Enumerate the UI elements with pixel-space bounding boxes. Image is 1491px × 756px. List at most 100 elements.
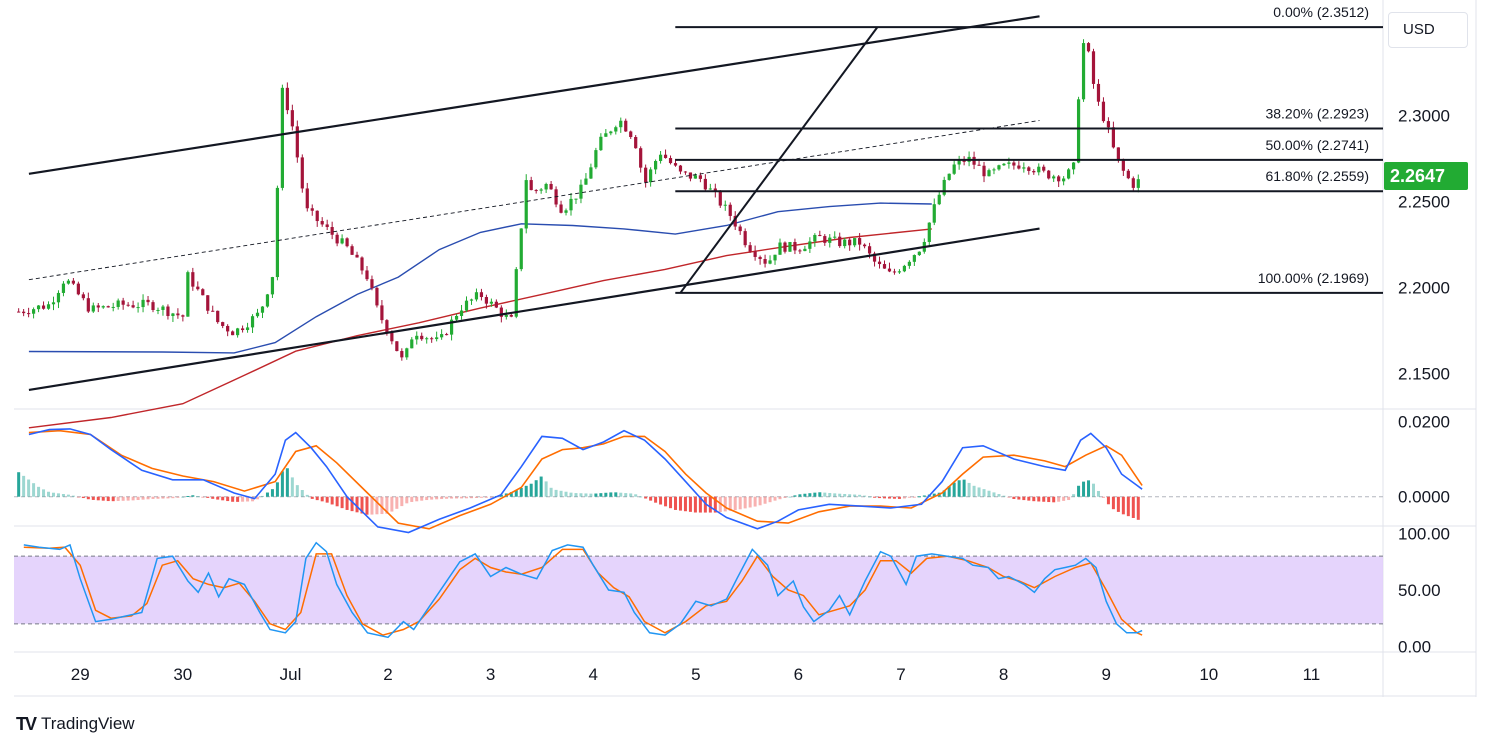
candle-up bbox=[574, 198, 578, 200]
macd-hist-bar-up bbox=[589, 493, 593, 497]
macd-hist-bar-up bbox=[181, 496, 185, 498]
candle-down bbox=[1091, 51, 1096, 84]
candle-down bbox=[688, 172, 693, 179]
candle-down bbox=[196, 286, 200, 290]
macd-hist-bar-down bbox=[1101, 496, 1105, 498]
candle-down bbox=[166, 306, 170, 317]
macd-hist-bar-up bbox=[196, 496, 200, 498]
time-axis-tick-label: 9 bbox=[1101, 665, 1110, 684]
macd-hist-bar-down bbox=[91, 496, 95, 500]
macd-hist-bar-down bbox=[1116, 496, 1120, 512]
macd-hist-bar-down bbox=[1121, 496, 1125, 515]
macd-hist-bar-up bbox=[1096, 490, 1100, 497]
macd-hist-bar-up bbox=[843, 493, 847, 497]
macd-hist-bar-up bbox=[793, 495, 797, 497]
macd-hist-bar-up bbox=[863, 495, 867, 497]
macd-hist-bar-down bbox=[246, 496, 250, 502]
macd-hist-bar-down bbox=[683, 496, 687, 512]
time-axis-tick-label: Jul bbox=[280, 665, 302, 684]
candle-down bbox=[534, 190, 538, 192]
macd-hist-bar-up bbox=[818, 492, 822, 497]
macd-hist-bar-up bbox=[539, 476, 543, 497]
macd-hist-bar-up bbox=[982, 489, 986, 497]
candle-up bbox=[489, 301, 493, 304]
macd-hist-bar-up bbox=[305, 494, 309, 497]
candle-down bbox=[320, 221, 324, 225]
macd-hist-bar-down bbox=[345, 496, 349, 510]
candle-up bbox=[161, 306, 165, 310]
macd-hist-bar-down bbox=[1027, 496, 1031, 501]
candle-down bbox=[644, 167, 648, 183]
price-pane[interactable]: 0.00% (2.3512) 38.20% (2.2923) 50.00% (2.2… bbox=[17, 4, 1383, 429]
macd-hist-bar-down bbox=[111, 496, 115, 502]
candle-down bbox=[201, 289, 205, 296]
candle-up bbox=[957, 160, 961, 165]
macd-hist-bar-up bbox=[529, 483, 533, 497]
candle-down bbox=[325, 224, 329, 228]
candle-down bbox=[206, 295, 210, 311]
brand[interactable]: TV TradingView bbox=[16, 712, 135, 736]
macd-hist-bar-up bbox=[1082, 481, 1086, 497]
stochastic-pane[interactable] bbox=[14, 541, 1383, 639]
candle-up bbox=[141, 299, 145, 308]
candle-up bbox=[604, 133, 608, 137]
macd-hist-bar-down bbox=[773, 496, 777, 501]
candle-down bbox=[285, 87, 289, 111]
macd-hist-bar-down bbox=[410, 496, 414, 502]
candle-down bbox=[126, 304, 130, 306]
fib-level-label: 38.20% (2.2923) bbox=[1265, 106, 1369, 122]
candle-up bbox=[1136, 179, 1140, 188]
candle-up bbox=[539, 189, 543, 191]
currency-button[interactable]: USD bbox=[1388, 12, 1468, 48]
candle-down bbox=[718, 191, 722, 206]
candle-down bbox=[1106, 121, 1111, 128]
macd-hist-bar-up bbox=[509, 492, 513, 497]
candle-down bbox=[728, 204, 732, 216]
macd-hist-bar-up bbox=[798, 494, 802, 497]
macd-hist-bar-down bbox=[360, 496, 364, 514]
macd-hist-bar-down bbox=[743, 496, 747, 509]
candle-up bbox=[469, 299, 474, 301]
candle-up bbox=[449, 319, 454, 335]
candle-down bbox=[484, 297, 489, 304]
macd-hist-bar-up bbox=[604, 492, 608, 497]
candle-down bbox=[181, 315, 185, 317]
candle-down bbox=[624, 120, 628, 132]
candle-up bbox=[897, 271, 902, 273]
macd-hist-bar-down bbox=[768, 496, 772, 503]
candle-down bbox=[529, 180, 533, 191]
macd-hist-bar-up bbox=[290, 477, 294, 497]
candle-up bbox=[1022, 167, 1026, 169]
macd-hist-bar-down bbox=[86, 496, 90, 500]
macd-hist-bar-up bbox=[833, 493, 837, 497]
macd-hist-bar-up bbox=[947, 486, 951, 497]
macd-hist-bar-down bbox=[236, 496, 240, 502]
candle-down bbox=[733, 215, 737, 227]
candle-up bbox=[937, 194, 941, 205]
candle-down bbox=[240, 328, 245, 331]
macd-hist-bar-down bbox=[892, 496, 896, 499]
candle-up bbox=[415, 335, 419, 340]
macd-hist-bar-up bbox=[514, 490, 518, 497]
candle-down bbox=[395, 341, 399, 352]
candle-up bbox=[61, 283, 66, 293]
candle-down bbox=[27, 313, 31, 315]
macd-hist-bar-down bbox=[395, 496, 399, 509]
time-axis-tick-label: 8 bbox=[999, 665, 1008, 684]
macd-hist-bar-up bbox=[977, 487, 981, 497]
macd-pane[interactable] bbox=[14, 428, 1383, 534]
macd-hist-bar-down bbox=[460, 496, 464, 499]
macd-hist-bar-up bbox=[499, 494, 503, 497]
time-axis-tick-label: 29 bbox=[71, 665, 90, 684]
macd-hist-bar-up bbox=[609, 492, 613, 497]
candle-down bbox=[370, 279, 374, 288]
macd-hist-bar-down bbox=[1052, 496, 1056, 503]
channel-upper-line bbox=[28, 15, 1040, 175]
macd-hist-bar-up bbox=[942, 490, 946, 497]
macd-hist-bar-down bbox=[161, 496, 165, 499]
macd-hist-bar-down bbox=[315, 496, 319, 501]
candle-down bbox=[982, 165, 986, 177]
macd-hist-bar-up bbox=[634, 494, 638, 497]
